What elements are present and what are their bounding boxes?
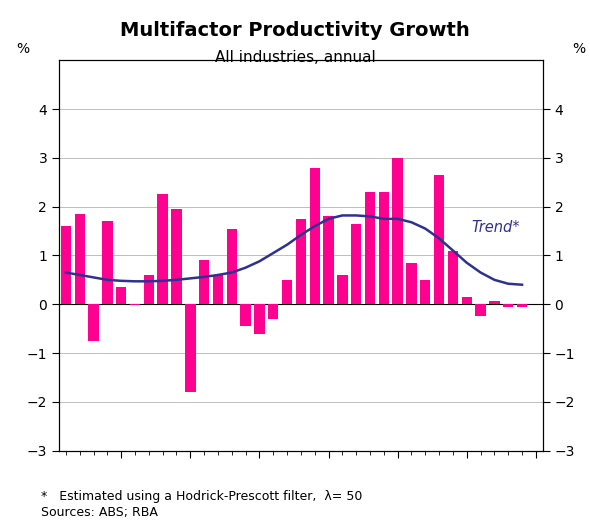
Bar	[489, 301, 500, 304]
Bar	[213, 275, 223, 304]
Bar	[407, 263, 417, 304]
Bar	[448, 250, 458, 304]
Text: All industries, annual: All industries, annual	[215, 50, 375, 65]
Bar	[476, 304, 486, 316]
Bar	[61, 226, 71, 304]
Bar	[310, 168, 320, 304]
Bar	[323, 216, 334, 304]
Bar	[461, 297, 472, 304]
Bar	[517, 304, 527, 307]
Text: *   Estimated using a Hodrick-Prescott filter,  λ= 50: * Estimated using a Hodrick-Prescott fil…	[41, 490, 363, 503]
Bar	[434, 175, 444, 304]
Bar	[254, 304, 265, 334]
Text: %: %	[16, 42, 30, 57]
Bar	[199, 260, 209, 304]
Bar	[144, 275, 154, 304]
Text: Sources: ABS; RBA: Sources: ABS; RBA	[41, 506, 158, 519]
Bar	[116, 287, 126, 304]
Bar	[392, 158, 403, 304]
Bar	[337, 275, 348, 304]
Bar	[88, 304, 99, 341]
Text: Multifactor Productivity Growth: Multifactor Productivity Growth	[120, 21, 470, 40]
Bar	[365, 192, 375, 304]
Bar	[130, 304, 140, 305]
Bar	[503, 304, 513, 307]
Text: Trend*: Trend*	[471, 220, 520, 235]
Bar	[158, 194, 168, 304]
Text: %: %	[572, 42, 586, 57]
Bar	[268, 304, 278, 319]
Bar	[227, 228, 237, 304]
Bar	[379, 192, 389, 304]
Bar	[185, 304, 195, 392]
Bar	[240, 304, 251, 326]
Bar	[420, 280, 431, 304]
Bar	[296, 219, 306, 304]
Bar	[102, 221, 113, 304]
Bar	[74, 214, 85, 304]
Bar	[282, 280, 292, 304]
Bar	[171, 209, 182, 304]
Bar	[351, 224, 361, 304]
